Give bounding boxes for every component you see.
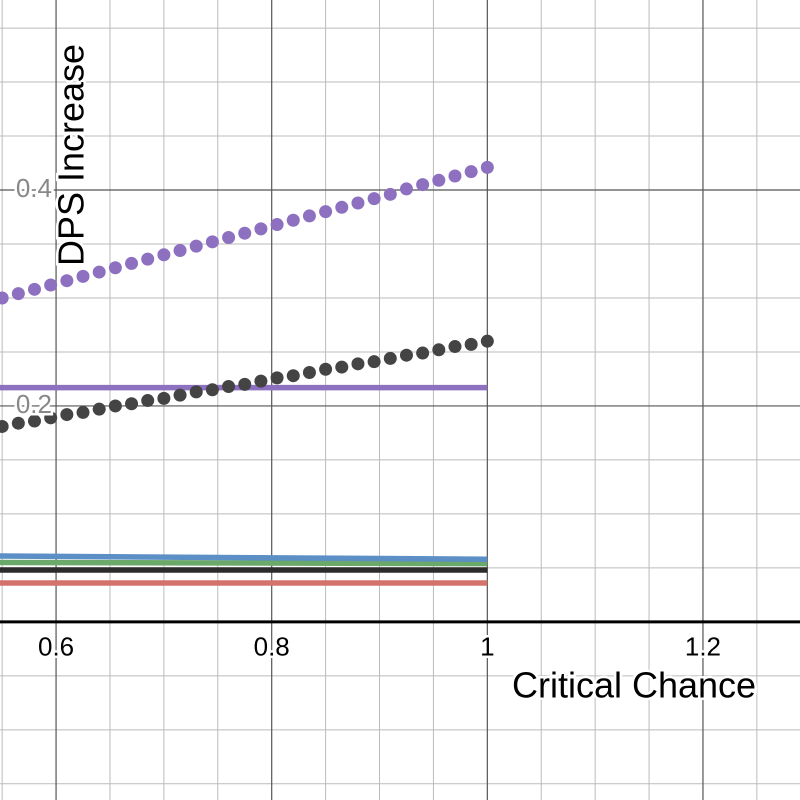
data-point — [480, 334, 494, 348]
x-tick-label: 1.2 — [685, 632, 721, 662]
data-point — [205, 383, 219, 397]
data-point — [416, 178, 430, 192]
data-point — [157, 391, 171, 405]
data-point — [238, 377, 252, 391]
data-point — [141, 394, 155, 408]
data-point — [270, 218, 284, 232]
data-point — [383, 351, 397, 365]
data-point — [44, 278, 58, 292]
data-point — [141, 252, 155, 266]
data-point — [0, 419, 9, 433]
data-point — [448, 169, 462, 183]
data-line — [0, 559, 488, 567]
data-point — [189, 239, 203, 253]
data-point — [480, 160, 494, 174]
data-point — [335, 200, 349, 214]
data-point — [28, 414, 42, 428]
data-point — [464, 165, 478, 179]
y-tick-label: 0.2 — [16, 389, 52, 419]
data-point — [399, 348, 413, 362]
data-point — [367, 355, 381, 369]
data-point — [319, 205, 333, 219]
plot — [0, 160, 494, 586]
data-point — [286, 213, 300, 227]
x-tick-label: 0.8 — [254, 632, 290, 662]
data-point — [270, 371, 284, 385]
data-point — [399, 182, 413, 196]
data-line — [0, 553, 488, 562]
data-point — [92, 265, 106, 279]
data-point — [60, 408, 74, 422]
data-point — [125, 397, 139, 411]
data-point — [11, 416, 25, 430]
data-point — [286, 369, 300, 383]
data-point — [351, 196, 365, 210]
data-point — [238, 226, 252, 240]
data-point — [367, 192, 381, 206]
data-point — [464, 337, 478, 351]
data-point — [319, 362, 333, 376]
data-point — [0, 291, 9, 305]
data-point — [28, 282, 42, 296]
data-point — [173, 243, 187, 257]
data-point — [11, 287, 25, 301]
y-tick-label: 0.4 — [16, 173, 52, 203]
data-point — [157, 248, 171, 262]
data-point — [92, 402, 106, 416]
data-point — [60, 274, 74, 288]
data-point — [44, 411, 58, 425]
data-point — [76, 269, 90, 283]
data-point — [302, 209, 316, 223]
data-point — [108, 261, 122, 275]
data-point — [173, 388, 187, 402]
data-point — [351, 357, 365, 371]
y-axis-label: DPS Increase — [51, 44, 92, 266]
data-point — [205, 235, 219, 249]
data-point — [416, 346, 430, 360]
data-point — [432, 173, 446, 187]
data-point — [302, 365, 316, 379]
labels: 0.6 0.8 1 1.2 0.2 0.4 — [13, 170, 723, 664]
data-point — [76, 405, 90, 419]
data-point — [125, 256, 139, 270]
data-point — [222, 231, 236, 245]
data-point — [432, 343, 446, 357]
data-point — [254, 374, 268, 388]
data-point — [108, 399, 122, 413]
x-tick-label: 1 — [480, 632, 494, 662]
data-point — [189, 385, 203, 399]
data-point — [383, 187, 397, 201]
data-point — [254, 222, 268, 236]
x-tick-label: 0.6 — [38, 632, 74, 662]
data-point — [335, 360, 349, 374]
data-point — [222, 380, 236, 394]
data-point — [448, 340, 462, 354]
x-axis-label: Critical Chance — [512, 665, 756, 706]
